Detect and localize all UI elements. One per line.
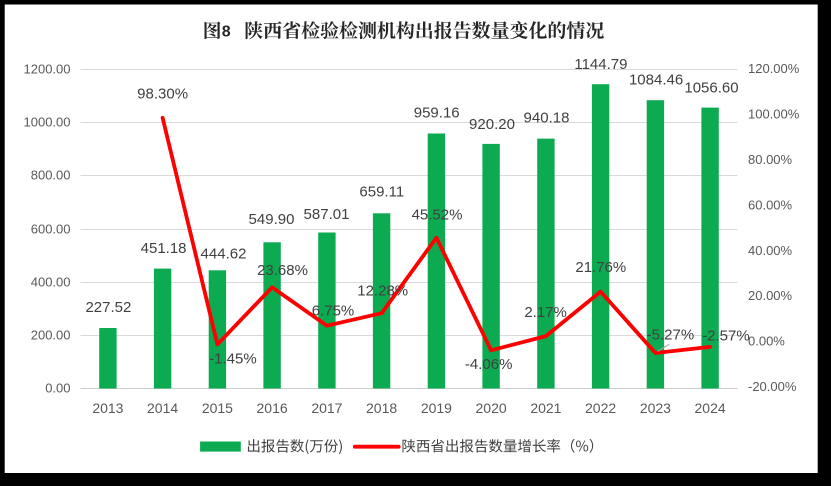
svg-text:-4.06%: -4.06% xyxy=(465,356,513,373)
svg-text:2016: 2016 xyxy=(257,400,288,416)
svg-text:60.00%: 60.00% xyxy=(748,197,793,212)
svg-text:120.00%: 120.00% xyxy=(748,61,800,76)
svg-text:12.28%: 12.28% xyxy=(357,282,408,299)
svg-text:2014: 2014 xyxy=(147,400,178,416)
svg-text:400.00: 400.00 xyxy=(31,275,71,290)
svg-text:200.00: 200.00 xyxy=(31,328,71,343)
svg-text:40.00%: 40.00% xyxy=(748,243,793,258)
svg-text:-1.45%: -1.45% xyxy=(209,351,257,368)
svg-text:940.18: 940.18 xyxy=(524,110,570,127)
svg-text:6.75%: 6.75% xyxy=(312,303,355,320)
svg-text:1000.00: 1000.00 xyxy=(24,115,71,130)
svg-text:800.00: 800.00 xyxy=(31,168,71,183)
svg-text:-5.27%: -5.27% xyxy=(647,326,695,343)
svg-text:2020: 2020 xyxy=(476,400,507,416)
svg-text:920.20: 920.20 xyxy=(469,116,515,133)
svg-text:2021: 2021 xyxy=(530,400,561,416)
svg-text:1200.00: 1200.00 xyxy=(24,62,71,77)
svg-text:-20.00%: -20.00% xyxy=(748,379,797,394)
svg-text:2.17%: 2.17% xyxy=(524,304,567,321)
svg-text:2023: 2023 xyxy=(640,400,671,416)
svg-text:100.00%: 100.00% xyxy=(748,107,800,122)
svg-text:2022: 2022 xyxy=(585,400,616,416)
svg-text:659.11: 659.11 xyxy=(359,184,404,201)
svg-text:8: 8 xyxy=(222,24,231,41)
svg-text:0.00%: 0.00% xyxy=(748,334,785,349)
svg-text:1056.60: 1056.60 xyxy=(684,79,738,96)
svg-text:-2.57%: -2.57% xyxy=(702,328,750,345)
svg-text:2018: 2018 xyxy=(366,400,397,416)
svg-text:451.18: 451.18 xyxy=(141,240,187,257)
svg-text:1084.46: 1084.46 xyxy=(629,71,683,88)
svg-text:0.00: 0.00 xyxy=(45,381,70,396)
svg-text:45.52%: 45.52% xyxy=(412,207,463,224)
svg-text:2015: 2015 xyxy=(202,400,233,416)
svg-text:2019: 2019 xyxy=(421,400,452,416)
svg-text:20.00%: 20.00% xyxy=(748,288,793,303)
svg-text:2017: 2017 xyxy=(311,400,342,416)
svg-text:444.62: 444.62 xyxy=(201,246,247,263)
svg-text:600.00: 600.00 xyxy=(31,222,71,237)
svg-text:2013: 2013 xyxy=(92,400,123,416)
svg-text:2024: 2024 xyxy=(695,400,726,416)
svg-text:549.90: 549.90 xyxy=(249,211,295,228)
svg-text:23.68%: 23.68% xyxy=(257,262,308,279)
svg-text:959.16: 959.16 xyxy=(414,104,460,121)
svg-text:80.00%: 80.00% xyxy=(748,152,793,167)
svg-text:21.76%: 21.76% xyxy=(575,259,626,276)
svg-text:1144.79: 1144.79 xyxy=(574,56,627,73)
svg-text:227.52: 227.52 xyxy=(85,299,131,316)
svg-text:587.01: 587.01 xyxy=(304,206,350,223)
svg-text:98.30%: 98.30% xyxy=(137,86,188,103)
